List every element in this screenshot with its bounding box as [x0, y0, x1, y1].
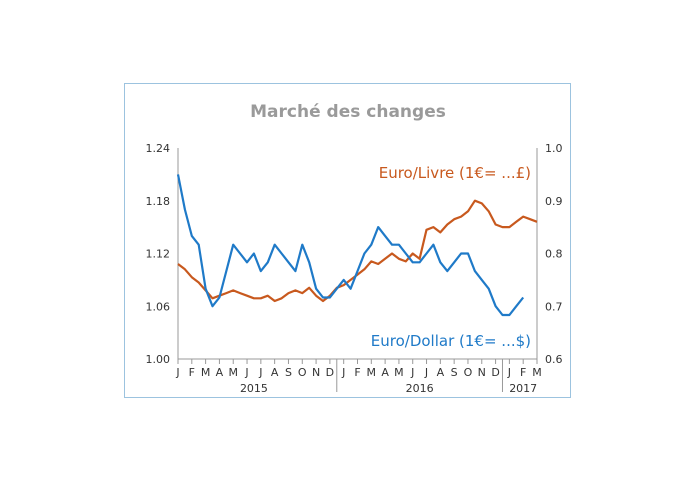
right-tick-label: 0.9 — [545, 195, 563, 208]
x-month-label: F — [520, 366, 526, 379]
left-tick-label: 1.24 — [146, 142, 171, 155]
series-labels: Euro/Livre (1€= ...£) Euro/Dollar (1€= ..… — [371, 164, 531, 350]
x-month-label: F — [354, 366, 360, 379]
x-month-label: J — [507, 366, 511, 379]
euro-livre-line — [177, 199, 538, 303]
x-month-label: F — [189, 366, 195, 379]
x-month-label: M — [394, 366, 404, 379]
left-tick-label: 1.12 — [146, 248, 171, 261]
left-tick-label: 1.00 — [146, 353, 171, 366]
x-month-label: J — [341, 366, 345, 379]
x-month-label: J — [410, 366, 414, 379]
right-tick-label: 0.8 — [545, 248, 563, 261]
x-month-label: A — [437, 366, 445, 379]
chart-svg: Marché des changes 1.241.181.121.061.00 … — [146, 102, 563, 395]
right-tick-label: 0.7 — [545, 300, 563, 313]
euro-livre-label: Euro/Livre (1€= ...£) — [379, 164, 531, 182]
left-tick-label: 1.06 — [146, 300, 171, 313]
left-tick-label: 1.18 — [146, 195, 171, 208]
x-year-label: 2015 — [240, 382, 268, 395]
chart-title: Marché des changes — [250, 102, 446, 122]
euro-dollar-label: Euro/Dollar (1€= ...$) — [371, 332, 531, 350]
x-month-label: M — [532, 366, 542, 379]
x-month-label: J — [424, 366, 428, 379]
x-month-label: M — [228, 366, 238, 379]
x-year-label: 2017 — [509, 382, 537, 395]
euro-dollar-line — [176, 174, 525, 317]
x-month-label: A — [381, 366, 389, 379]
x-month-label: D — [491, 366, 499, 379]
x-month-label: J — [175, 366, 179, 379]
x-month-label: M — [367, 366, 377, 379]
right-tick-label: 0.6 — [545, 353, 563, 366]
x-month-label: O — [298, 366, 307, 379]
x-month-label: D — [326, 366, 334, 379]
x-month-label: M — [201, 366, 211, 379]
x-month-label: N — [312, 366, 320, 379]
x-month-label: O — [464, 366, 473, 379]
x-month-label: S — [285, 366, 292, 379]
x-month-label: A — [271, 366, 279, 379]
x-month-label: N — [478, 366, 486, 379]
x-month-label: S — [451, 366, 458, 379]
right-axis-ticks: 1.0 0.9 0.8 0.7 0.6 — [545, 142, 563, 366]
x-month-label: A — [216, 366, 224, 379]
right-tick-label: 1.0 — [545, 142, 563, 155]
left-axis-ticks: 1.24 1.18 1.12 1.06 1.00 — [146, 142, 171, 366]
x-month-label: J — [258, 366, 262, 379]
x-month-label: J — [244, 366, 248, 379]
chart-frame: Marché des changes 1.24 1.18 1.12 1.06 1.00 … — [124, 83, 571, 398]
series-group — [176, 174, 538, 317]
x-year-label: 2016 — [406, 382, 434, 395]
